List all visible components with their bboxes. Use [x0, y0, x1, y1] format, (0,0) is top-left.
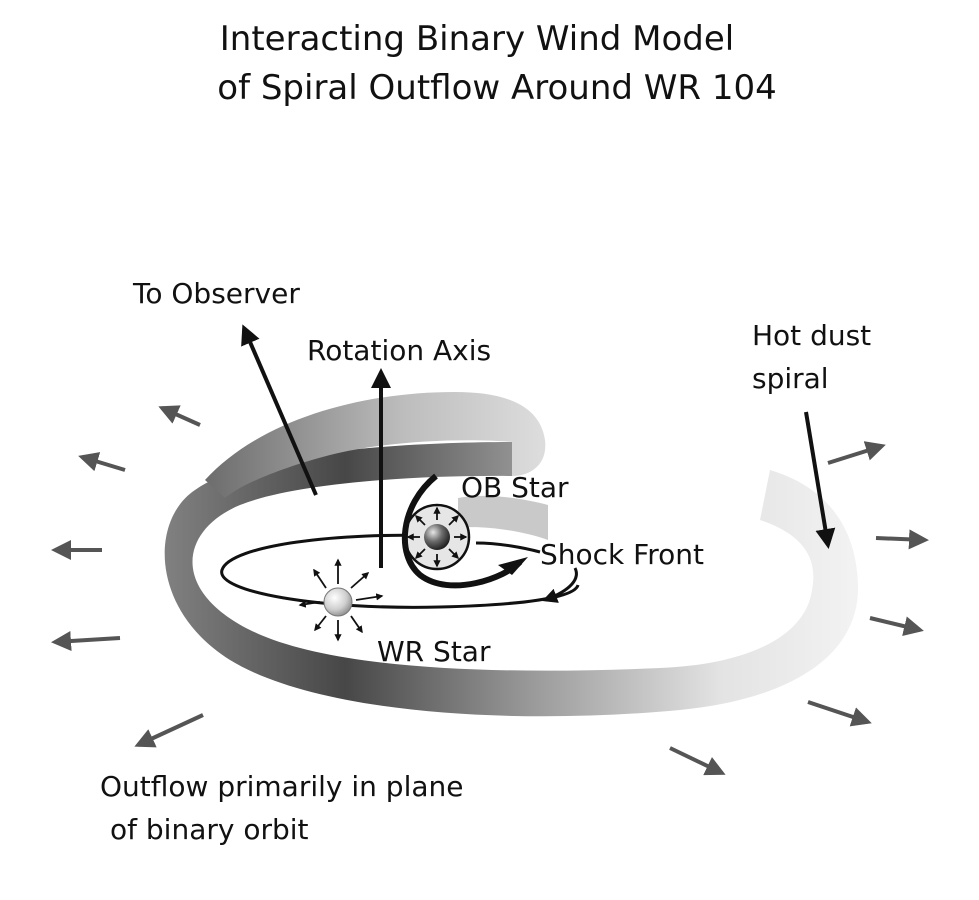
spiral-inner-tail	[458, 495, 548, 540]
ob-star-label: OB Star	[461, 471, 569, 504]
wr-wind-arrows	[298, 558, 384, 642]
shock-front-curve	[401, 473, 523, 589]
to-observer-arrow	[241, 324, 318, 496]
outflow-label-line-1: Outflow primarily in plane	[100, 770, 463, 803]
outflow-arrow	[134, 713, 204, 748]
orbit-path	[220, 533, 580, 609]
spiral-band-top	[205, 392, 546, 498]
outflow-arrow	[827, 441, 886, 465]
outflow-arrow	[158, 405, 201, 427]
ob-wind-arrows	[406, 506, 468, 568]
shock-front-pointer-arrow	[475, 541, 541, 554]
orbit-direction-arrow	[542, 567, 578, 603]
outflow-arrow	[807, 700, 872, 727]
title-line-1: Interacting Binary Wind Model	[220, 19, 734, 59]
to-observer-label: To Observer	[132, 277, 300, 310]
hot-dust-pointer-arrow	[804, 411, 836, 549]
outflow-arrow	[869, 616, 924, 636]
outflow-arrow	[78, 452, 126, 472]
binary-orbit	[220, 533, 580, 609]
outflow-label-line-2: of binary orbit	[110, 813, 309, 846]
hot-dust-spiral	[164, 392, 859, 717]
outflow-arrows	[51, 405, 929, 776]
ob-star-icon	[424, 524, 450, 550]
outflow-arrow	[875, 529, 929, 550]
hot-dust-label-line-1: Hot dust	[752, 319, 871, 352]
ob-star-system	[401, 473, 541, 589]
shock-front-label: Shock Front	[540, 538, 704, 571]
wr-star-label: WR Star	[377, 635, 491, 668]
shock-front-pointer-head	[498, 557, 528, 575]
rotation-axis-label: Rotation Axis	[307, 334, 491, 367]
wr-star-system	[298, 558, 384, 642]
outflow-arrow	[51, 631, 121, 651]
title-line-2: of Spiral Outflow Around WR 104	[217, 68, 776, 108]
hot-dust-label-line-2: spiral	[752, 362, 829, 395]
outflow-arrow	[669, 746, 726, 776]
wr-star-icon	[323, 587, 353, 617]
